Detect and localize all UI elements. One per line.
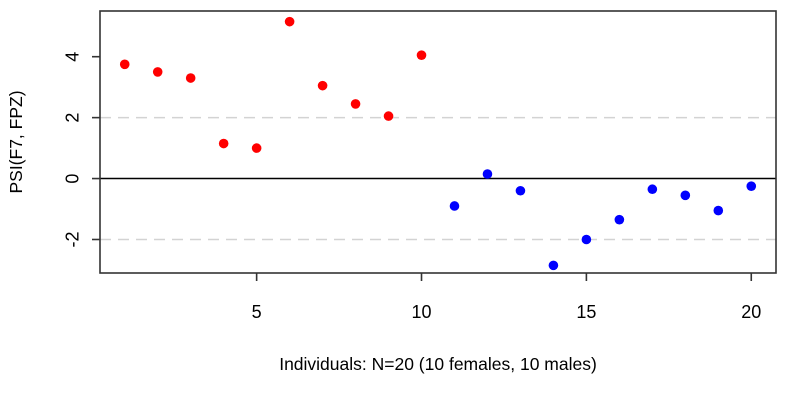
data-points-layer <box>119 16 757 271</box>
data-point-males <box>581 234 592 245</box>
data-point-females <box>350 99 361 109</box>
data-point-females <box>284 16 295 27</box>
y-axis-label: PSI(F7, FPZ) <box>6 90 26 193</box>
data-point-males <box>680 190 691 201</box>
x-tick-label: 20 <box>741 302 761 322</box>
x-tick-label: 5 <box>252 302 262 322</box>
data-point-males <box>647 184 658 195</box>
plot-box-layer <box>99 10 777 274</box>
data-point-males <box>746 181 757 191</box>
data-point-males <box>449 201 460 211</box>
data-point-females <box>383 111 394 121</box>
y-tick-label: 2 <box>62 113 82 123</box>
x-axis-label: Individuals: N=20 (10 females, 10 males) <box>279 354 597 374</box>
data-point-females <box>416 50 427 60</box>
data-point-females <box>251 143 262 153</box>
data-point-females <box>185 73 196 83</box>
axis-ticks-layer: 5 10 15 20 -2 0 2 4 <box>62 52 761 322</box>
reference-lines-layer <box>100 116 776 241</box>
data-point-females <box>317 80 328 91</box>
y-tick-label: -2 <box>62 231 82 247</box>
data-point-females <box>119 59 130 70</box>
data-point-males <box>614 214 625 225</box>
x-tick-label: 10 <box>411 302 431 322</box>
data-point-males <box>548 260 559 271</box>
y-tick-label: 0 <box>62 174 82 184</box>
data-point-females <box>152 67 163 77</box>
x-tick-label: 15 <box>576 302 596 322</box>
data-point-males <box>482 169 493 179</box>
y-tick-label: 4 <box>62 52 82 62</box>
plot-border <box>99 10 777 274</box>
data-point-males <box>713 205 724 216</box>
data-point-males <box>515 185 526 196</box>
data-point-females <box>218 138 229 149</box>
